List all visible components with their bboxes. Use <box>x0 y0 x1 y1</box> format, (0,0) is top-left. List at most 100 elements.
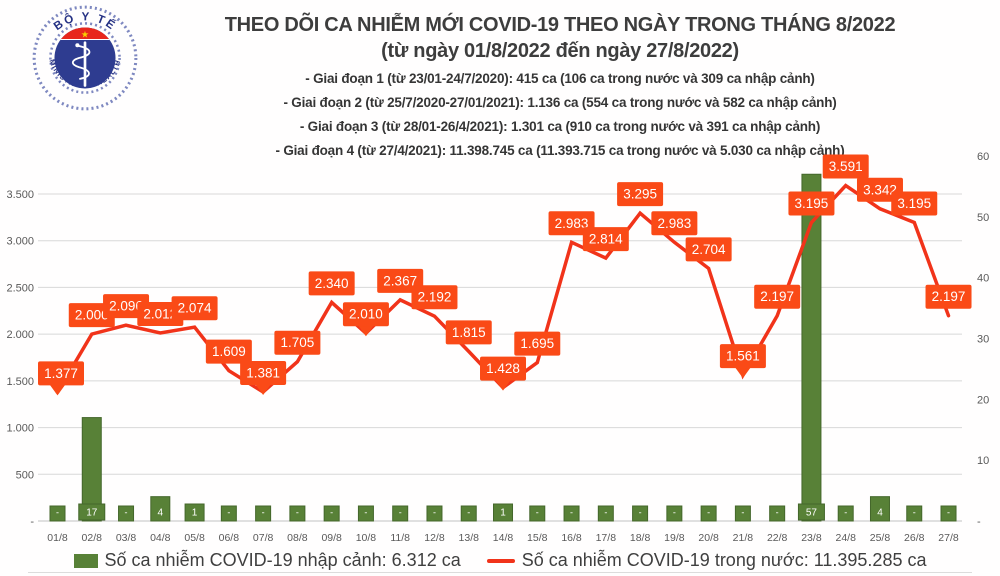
data-label-value: 2.096 <box>109 299 143 314</box>
imported-cases-bar <box>357 505 374 522</box>
data-label-box <box>38 361 84 386</box>
data-label-value: 1.705 <box>280 335 314 350</box>
x-axis-label: 03/8 <box>116 532 137 544</box>
left-axis-tick-label: - <box>30 516 34 528</box>
x-axis-label: 25/8 <box>870 532 891 544</box>
bar-value-label: 1 <box>192 508 198 519</box>
data-label-value: 3.295 <box>623 187 657 202</box>
bar-value-label: - <box>227 508 230 518</box>
data-label-value: 1.561 <box>726 349 760 364</box>
imported-cases-bar <box>769 505 786 522</box>
data-label-box <box>411 285 458 310</box>
x-axis-label: 27/8 <box>938 532 959 544</box>
bar-value-label: - <box>604 508 607 518</box>
data-label-pointer <box>357 325 374 337</box>
bar-value-label: 1 <box>500 508 506 519</box>
left-axis-tick-label: 3.500 <box>6 189 34 201</box>
imported-cases-bar <box>81 417 102 522</box>
imported-cases-bar <box>49 505 66 522</box>
data-label-value: 2.814 <box>589 232 623 247</box>
data-label-value: 1.428 <box>486 361 520 376</box>
right-axis-tick-label: 40 <box>977 273 989 285</box>
left-axis-tick-label: 1.500 <box>6 376 34 388</box>
x-axis-label: 07/8 <box>253 532 274 544</box>
logo-red-band <box>54 27 116 40</box>
x-axis-label: 01/8 <box>47 532 68 544</box>
bar-value-label: 17 <box>86 508 98 519</box>
bar-value-label: - <box>639 508 642 518</box>
data-label-box <box>514 331 561 356</box>
imported-cases-bar <box>700 505 717 522</box>
data-label-value: 3.195 <box>795 196 829 211</box>
data-label-value: 2.367 <box>383 273 417 288</box>
bar-value-label: - <box>125 508 128 518</box>
ministry-of-health-logo: BỘ Y TẾ MINISTRY OF HEALTH ★ <box>32 5 138 111</box>
data-label-value: 1.815 <box>452 325 486 340</box>
left-axis-tick-label: 500 <box>16 469 34 481</box>
imported-cases-bar <box>837 505 854 522</box>
imported-cases-bar <box>869 496 890 522</box>
data-label-box <box>205 339 252 364</box>
data-label-box <box>719 344 766 369</box>
right-axis-tick-label: 50 <box>977 212 989 224</box>
data-label-value: 2.010 <box>349 307 383 322</box>
x-axis-label: 21/8 <box>733 532 754 544</box>
bar-value-label: - <box>399 508 402 518</box>
imported-cases-bar <box>184 503 205 522</box>
imported-cases-bar <box>563 505 580 522</box>
imported-cases-bar <box>493 503 514 522</box>
star-icon: ★ <box>81 30 89 40</box>
logo-outer-ring <box>32 5 138 111</box>
data-label-box <box>925 284 972 309</box>
data-label-box <box>171 296 218 321</box>
bar-value-label: - <box>776 508 779 518</box>
bar-value-label: 57 <box>806 508 818 519</box>
imported-cases-bar <box>426 505 443 522</box>
bar-value-label: - <box>707 508 710 518</box>
chart-title: THEO DÕI CA NHIỄM MỚI COVID-19 THEO NGÀY… <box>224 14 896 36</box>
imported-cases-bar <box>666 505 683 522</box>
imported-cases-bar <box>906 505 923 522</box>
legend-imported-label: Số ca nhiễm COVID-19 nhập cảnh: 6.312 ca <box>104 550 461 570</box>
data-label-pointer <box>49 384 66 396</box>
data-label-pointer <box>734 367 751 379</box>
data-label-value: 2.192 <box>418 290 452 305</box>
data-label-value: 1.377 <box>44 366 78 381</box>
x-axis-label: 20/8 <box>698 532 719 544</box>
right-axis-tick-label: - <box>977 516 981 528</box>
right-axis-tick-label: 20 <box>977 394 989 406</box>
data-label-box <box>342 302 389 327</box>
x-axis-label: 17/8 <box>596 532 617 544</box>
phase-summary-block: - Giai đoạn 1 (từ 23/01-24/7/2020): 415 … <box>145 67 975 163</box>
bar-value-label: - <box>913 508 916 518</box>
bar-value-label: - <box>364 508 367 518</box>
data-label-pointer <box>495 379 512 391</box>
data-label-value: 2.983 <box>657 216 691 231</box>
left-axis-tick-label: 2.000 <box>6 329 34 341</box>
imported-cases-bar <box>220 505 237 522</box>
chart-subtitle: (từ ngày 01/8/2022 đến ngày 27/8/2022) <box>381 40 739 62</box>
data-label-box <box>651 211 698 236</box>
chart-legend: Số ca nhiễm COVID-19 nhập cảnh: 6.312 ca… <box>0 550 1000 571</box>
right-axis-tick-label: 10 <box>977 455 989 467</box>
data-label-value: 2.340 <box>315 276 349 291</box>
imported-cases-bar <box>529 505 546 522</box>
x-axis-label: 08/8 <box>287 532 308 544</box>
data-label-pointer <box>255 383 272 395</box>
bar-value-label: - <box>467 508 470 518</box>
data-label-value: 1.695 <box>520 336 554 351</box>
imported-cases-bar <box>323 505 340 522</box>
bar-value-label: - <box>433 508 436 518</box>
bar-value-label: - <box>330 508 333 518</box>
legend-line-swatch <box>486 558 515 563</box>
data-label-box <box>617 182 664 207</box>
phase-line-3: - Giai đoạn 3 (từ 28/01-26/4/2021): 1.30… <box>299 119 821 134</box>
imported-cases-bar <box>392 505 409 522</box>
chart-header: THEO DÕI CA NHIỄM MỚI COVID-19 THEO NGÀY… <box>145 12 975 163</box>
data-label-value: 2.704 <box>692 242 726 257</box>
x-axis-label: 23/8 <box>801 532 822 544</box>
data-label-value: 1.609 <box>212 344 246 359</box>
snake-head-icon <box>75 43 80 48</box>
